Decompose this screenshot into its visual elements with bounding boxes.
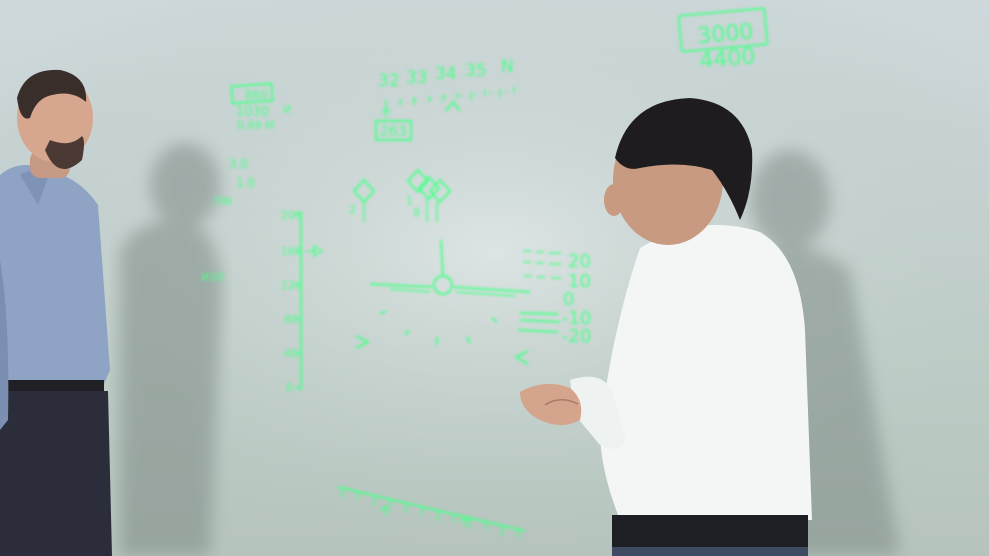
heading-32: 32 bbox=[378, 71, 400, 91]
top-left-row1-suffix: И bbox=[283, 103, 291, 116]
hud-symbology: 3000 4400 32 33 34 35 N 263 860 1030 И 0… bbox=[201, 7, 769, 538]
left-readout-1: 3.0 bbox=[229, 157, 248, 171]
altitude-box: 3000 4400 bbox=[677, 7, 769, 74]
bottom-scale bbox=[337, 486, 526, 538]
heading-33: 33 bbox=[406, 68, 428, 88]
left-readout-2: 1.0 bbox=[236, 176, 255, 190]
speed-40: 40 bbox=[284, 347, 298, 360]
left-readout-3: ПФ bbox=[214, 195, 232, 208]
left-shadow bbox=[120, 143, 222, 556]
waypoint-label-1: 1 bbox=[406, 194, 413, 207]
left-readout-4: ИЗЛ bbox=[201, 271, 225, 284]
right-person bbox=[520, 98, 812, 556]
pitch-10: 10 bbox=[568, 271, 591, 292]
aircraft-symbol bbox=[369, 239, 531, 297]
speed-200: 200 bbox=[281, 209, 302, 222]
altitude-bottom: 4400 bbox=[698, 44, 756, 74]
waypoint-markers: 2 1 8 bbox=[349, 168, 452, 222]
speed-80: 80 bbox=[284, 313, 298, 326]
pitch-ladder: 20 10 0 -10 -20 bbox=[517, 250, 591, 347]
heading-35: 35 bbox=[465, 61, 487, 81]
top-left-data: 860 1030 И 0.89 M bbox=[230, 82, 291, 132]
pitch-minus-10: -10 bbox=[562, 308, 591, 329]
pitch-minus-20: -20 bbox=[562, 326, 591, 347]
top-left-row2: 0.89 M bbox=[237, 119, 274, 132]
heading-readout: 263 bbox=[380, 124, 407, 140]
altitude-top: 3000 bbox=[696, 19, 754, 49]
waypoint-label-2: 2 bbox=[349, 203, 356, 216]
speed-160: 160 bbox=[281, 245, 302, 258]
pitch-0: 0 bbox=[563, 289, 574, 310]
roll-arc bbox=[355, 310, 529, 365]
speed-scale: 200 160 120 80 40 0 bbox=[281, 209, 324, 394]
speed-120: 120 bbox=[281, 279, 302, 292]
heading-34: 34 bbox=[435, 64, 457, 84]
waypoint-label-8: 8 bbox=[413, 206, 420, 219]
heading-n: N bbox=[501, 57, 514, 77]
top-left-box-value: 860 bbox=[245, 88, 268, 102]
top-left-row1: 1030 bbox=[236, 105, 269, 120]
speed-0: 0 bbox=[286, 381, 293, 394]
left-person bbox=[0, 69, 112, 556]
pitch-20: 20 bbox=[568, 251, 591, 272]
heading-tape: 32 33 34 35 N 263 bbox=[375, 57, 521, 141]
